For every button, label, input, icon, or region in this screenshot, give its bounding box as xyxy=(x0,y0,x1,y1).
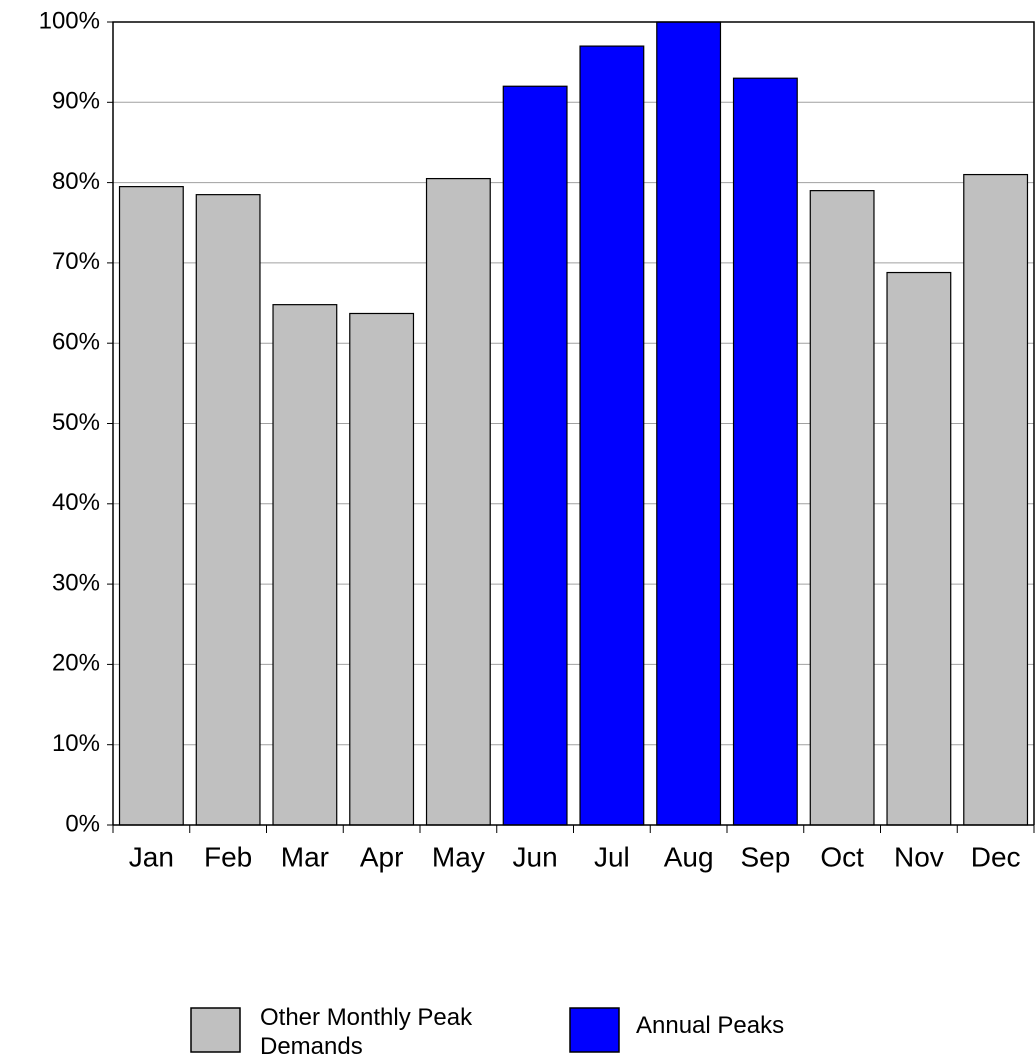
bar xyxy=(272,304,338,826)
x-tick-label: Sep xyxy=(740,841,790,872)
y-tick-label: 0% xyxy=(65,810,100,837)
x-tick-label: Mar xyxy=(281,841,329,872)
legend-swatch xyxy=(569,1007,620,1053)
y-tick-label: 60% xyxy=(52,329,100,356)
bar xyxy=(502,85,568,826)
y-tick-label: 80% xyxy=(52,168,100,195)
y-tick-label: 100% xyxy=(39,7,100,34)
x-tick-label: Jan xyxy=(129,841,174,872)
bar xyxy=(809,190,875,826)
y-tick-label: 10% xyxy=(52,730,100,757)
legend-label: Other Monthly Peak Demands xyxy=(260,1004,473,1060)
y-tick-label: 20% xyxy=(52,650,100,677)
plot-frame xyxy=(112,21,1035,825)
bar xyxy=(118,186,184,826)
x-tick-label: Jul xyxy=(594,841,630,872)
bar xyxy=(886,271,952,826)
bar xyxy=(656,21,722,826)
x-tick-label: Oct xyxy=(820,841,864,872)
x-tick-label: Feb xyxy=(204,841,252,872)
y-tick-label: 90% xyxy=(52,88,100,115)
bar xyxy=(195,194,261,826)
x-tick-label: Aug xyxy=(664,841,714,872)
y-tick-label: 70% xyxy=(52,248,100,275)
x-tick-label: Jun xyxy=(513,841,558,872)
y-tick-label: 30% xyxy=(52,569,100,596)
bar xyxy=(732,77,798,826)
bar xyxy=(425,177,491,826)
bar xyxy=(349,312,415,826)
x-tick-label: May xyxy=(432,841,485,872)
bar xyxy=(579,45,645,826)
legend-label: Annual Peaks xyxy=(636,1012,785,1039)
legend-swatch xyxy=(190,1007,241,1053)
y-tick-label: 50% xyxy=(52,409,100,436)
x-tick-label: Apr xyxy=(360,841,404,872)
x-tick-label: Dec xyxy=(971,841,1021,872)
bar xyxy=(963,173,1029,826)
x-tick-label: Nov xyxy=(894,841,944,872)
y-tick-label: 40% xyxy=(52,489,100,516)
